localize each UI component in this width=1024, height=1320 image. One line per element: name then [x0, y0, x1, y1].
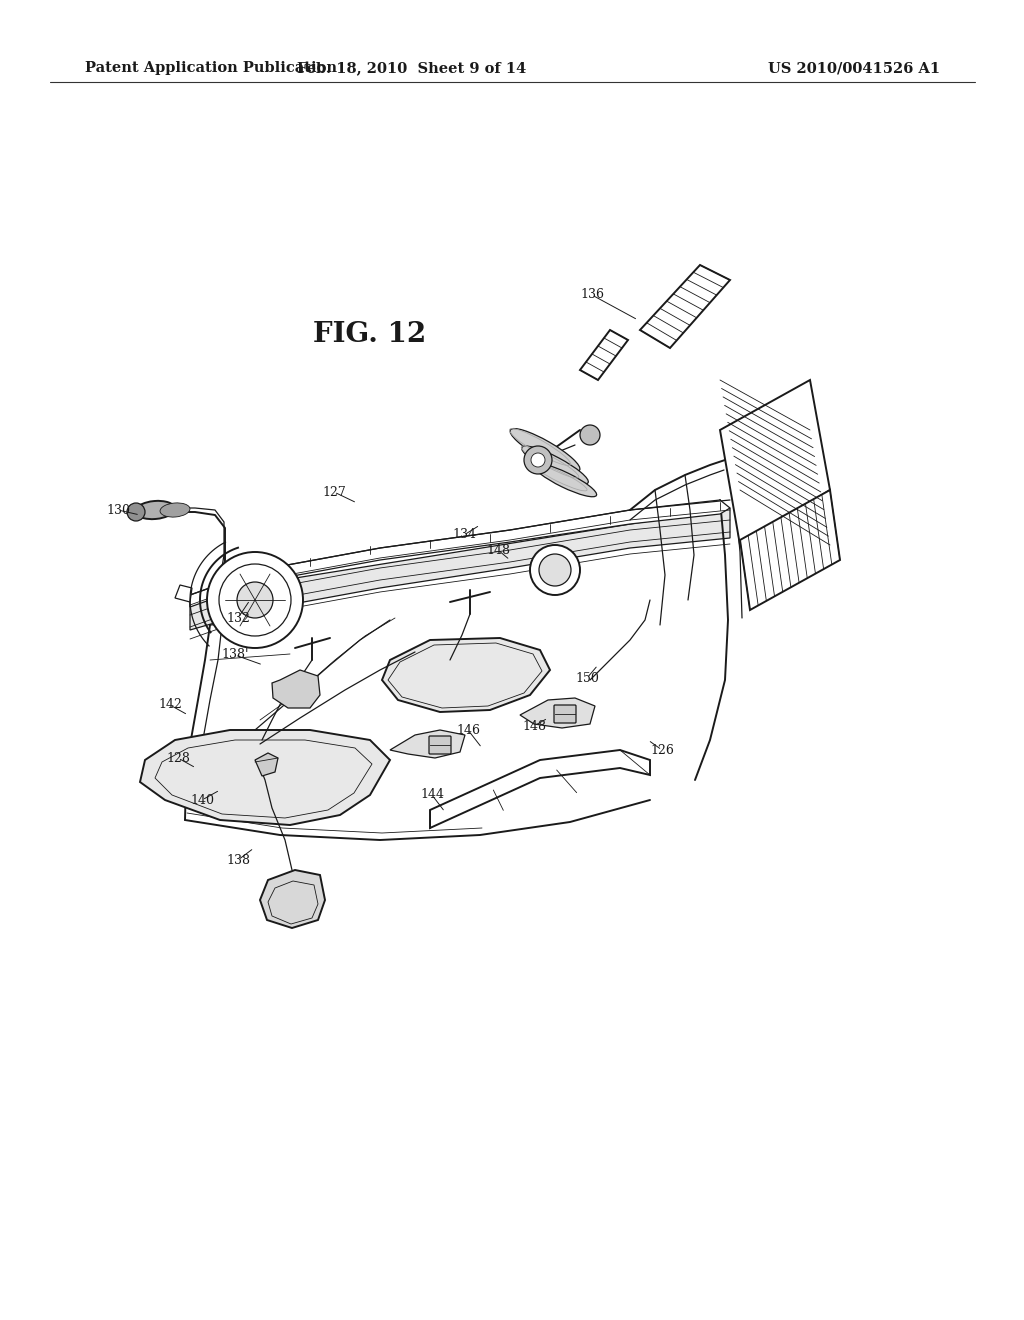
Circle shape	[580, 425, 600, 445]
Text: 132: 132	[226, 611, 250, 624]
Polygon shape	[390, 730, 465, 758]
Polygon shape	[255, 752, 278, 776]
Text: 142: 142	[158, 698, 182, 711]
Polygon shape	[580, 330, 628, 380]
Text: Feb. 18, 2010  Sheet 9 of 14: Feb. 18, 2010 Sheet 9 of 14	[297, 61, 526, 75]
Text: 130: 130	[106, 503, 130, 516]
Ellipse shape	[521, 446, 589, 484]
Text: 126: 126	[650, 743, 674, 756]
Text: 146: 146	[456, 723, 480, 737]
Polygon shape	[430, 750, 650, 828]
Text: 138: 138	[226, 854, 250, 866]
Ellipse shape	[510, 429, 580, 471]
FancyBboxPatch shape	[554, 705, 575, 723]
Text: 148: 148	[522, 719, 546, 733]
Circle shape	[530, 545, 580, 595]
Text: 150: 150	[575, 672, 599, 685]
Circle shape	[531, 453, 545, 467]
Text: 148: 148	[486, 544, 510, 557]
Ellipse shape	[160, 503, 190, 517]
Ellipse shape	[534, 463, 597, 496]
Text: 136: 136	[580, 289, 604, 301]
Polygon shape	[382, 638, 550, 711]
Polygon shape	[640, 265, 730, 348]
Polygon shape	[740, 490, 840, 610]
Ellipse shape	[127, 503, 145, 521]
Polygon shape	[720, 380, 830, 545]
Text: US 2010/0041526 A1: US 2010/0041526 A1	[768, 61, 940, 75]
FancyBboxPatch shape	[429, 737, 451, 754]
Text: 138': 138'	[221, 648, 249, 661]
Circle shape	[207, 552, 303, 648]
Text: 127: 127	[323, 486, 346, 499]
Circle shape	[539, 554, 571, 586]
Polygon shape	[190, 500, 730, 607]
Polygon shape	[260, 870, 325, 928]
Polygon shape	[140, 730, 390, 825]
Polygon shape	[272, 671, 319, 708]
Text: Patent Application Publication: Patent Application Publication	[85, 61, 337, 75]
Polygon shape	[175, 585, 193, 602]
Polygon shape	[520, 698, 595, 729]
Text: FIG. 12: FIG. 12	[313, 322, 427, 348]
Text: 140: 140	[190, 793, 214, 807]
Circle shape	[524, 446, 552, 474]
Text: 128: 128	[166, 751, 189, 764]
Circle shape	[219, 564, 291, 636]
Polygon shape	[190, 508, 730, 630]
Circle shape	[237, 582, 273, 618]
Text: 144: 144	[420, 788, 444, 801]
Text: 134: 134	[452, 528, 476, 541]
Ellipse shape	[135, 500, 175, 519]
